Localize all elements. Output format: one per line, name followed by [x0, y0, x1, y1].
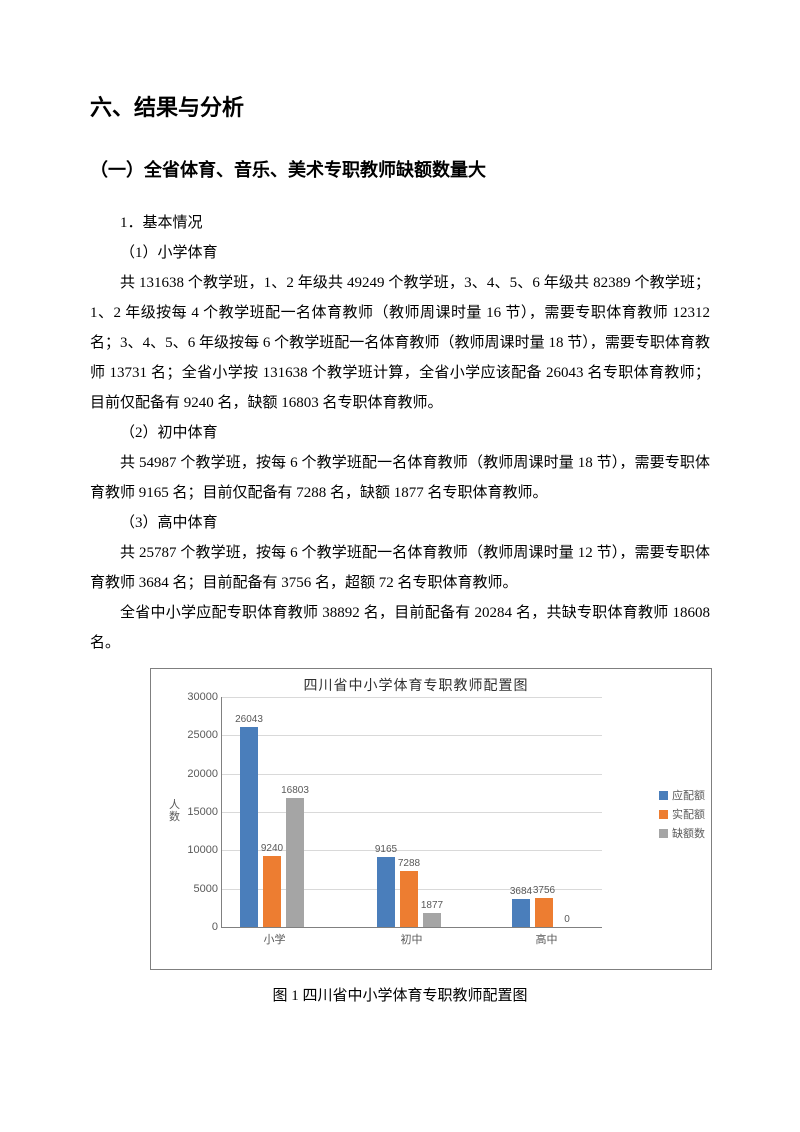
- chart-legend-swatch: [659, 829, 668, 838]
- chart-y-tick-label: 30000: [187, 691, 222, 703]
- chart-bar: 9165: [377, 857, 395, 927]
- chart-bar: 7288: [400, 871, 418, 927]
- chart-x-tick-label: 小学: [240, 927, 309, 947]
- chart-legend-label: 实配额: [672, 806, 705, 822]
- chart-y-tick-label: 0: [212, 921, 222, 933]
- chart-plot-area: 0500010000150002000025000300002604392401…: [221, 697, 602, 928]
- chart-bar-group: 26043924016803小学: [240, 697, 330, 927]
- paragraph-high-pe-body: 共 25787 个教学班，按每 6 个教学班配一名体育教师（教师周课时量 12 …: [90, 538, 710, 598]
- chart-bar-value-label: 9165: [375, 844, 397, 855]
- chart-y-tick-label: 5000: [194, 883, 222, 895]
- chart-bar-value-label: 0: [564, 914, 570, 925]
- chart-y-tick-label: 15000: [187, 806, 222, 818]
- document-page: 六、结果与分析 （一）全省体育、音乐、美术专职教师缺额数量大 1．基本情况 （1…: [0, 0, 800, 1065]
- chart-bar-value-label: 26043: [235, 714, 263, 725]
- chart-bar-value-label: 16803: [281, 785, 309, 796]
- paragraph-primary-pe-label: （1）小学体育: [90, 238, 710, 268]
- chart-bar: 3756: [535, 898, 553, 927]
- chart-legend: 应配额实配额缺额数: [659, 784, 705, 844]
- chart-bar: 9240: [263, 856, 281, 927]
- chart-bar-value-label: 1877: [421, 900, 443, 911]
- chart-bar-value-label: 9240: [261, 843, 283, 854]
- chart-caption: 图 1 四川省中小学体育专职教师配置图: [90, 984, 710, 1005]
- chart-x-tick-label: 初中: [377, 927, 446, 947]
- chart-legend-swatch: [659, 810, 668, 819]
- chart-bar-group: 916572881877初中: [377, 697, 467, 927]
- chart-bar: 1877: [423, 913, 441, 927]
- chart-bar-value-label: 3684: [510, 886, 532, 897]
- chart-bar: 3684: [512, 899, 530, 927]
- paragraph-basic-situation: 1．基本情况: [90, 208, 710, 238]
- chart-bar: 16803: [286, 798, 304, 927]
- paragraph-middle-pe-label: （2）初中体育: [90, 418, 710, 448]
- chart-legend-item: 应配额: [659, 787, 705, 803]
- chart-y-tick-label: 10000: [187, 844, 222, 856]
- chart-legend-swatch: [659, 791, 668, 800]
- chart-legend-label: 缺额数: [672, 825, 705, 841]
- paragraph-primary-pe-body: 共 131638 个教学班，1、2 年级共 49249 个教学班，3、4、5、6…: [90, 268, 710, 418]
- paragraph-high-pe-label: （3）高中体育: [90, 508, 710, 538]
- chart-legend-item: 实配额: [659, 806, 705, 822]
- chart-y-tick-label: 20000: [187, 768, 222, 780]
- chart-bar-value-label: 7288: [398, 858, 420, 869]
- paragraph-middle-pe-body: 共 54987 个教学班，按每 6 个教学班配一名体育教师（教师周课时量 18 …: [90, 448, 710, 508]
- chart-bar-value-label: 3756: [533, 885, 555, 896]
- chart-bar: 26043: [240, 727, 258, 927]
- heading-level-1: 六、结果与分析: [90, 90, 710, 122]
- chart-legend-item: 缺额数: [659, 825, 705, 841]
- chart-legend-label: 应配额: [672, 787, 705, 803]
- chart-bar-group: 368437560高中: [512, 697, 602, 927]
- paragraph-summary: 全省中小学应配专职体育教师 38892 名，目前配备有 20284 名，共缺专职…: [90, 598, 710, 658]
- chart-title: 四川省中小学体育专职教师配置图: [221, 669, 611, 695]
- bar-chart: 四川省中小学体育专职教师配置图 人数 0 5000 10000 15000 20000 2…: [150, 668, 712, 970]
- chart-y-tick-label: 25000: [187, 729, 222, 741]
- chart-x-tick-label: 高中: [512, 927, 581, 947]
- heading-level-2: （一）全省体育、音乐、美术专职教师缺额数量大: [90, 156, 710, 182]
- chart-y-axis-title: 人数: [169, 799, 181, 823]
